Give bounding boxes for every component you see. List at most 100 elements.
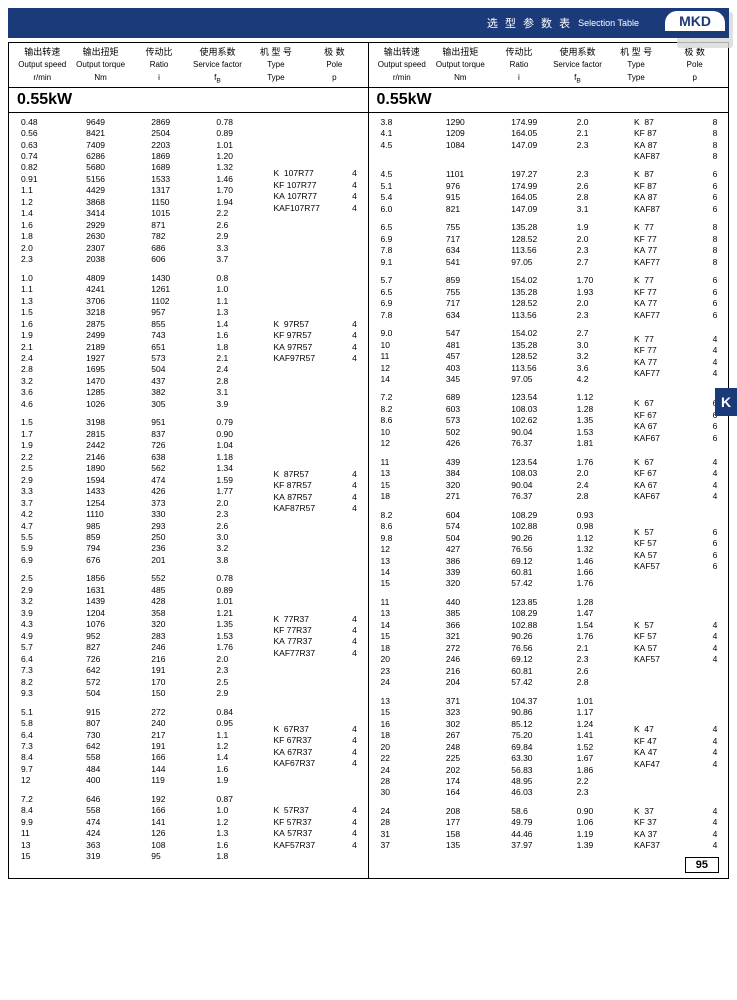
type-list: K 77KF 77KA 77KAF77: [634, 328, 706, 385]
num-col: 272240217191166144119: [143, 707, 208, 787]
num-col: 859755717634: [438, 275, 503, 321]
num-col: 547481457403345: [438, 328, 503, 385]
col-header: 输出转速输出扭矩传动比使用系数机 型 号极 数Output speedOutpu…: [9, 43, 368, 88]
num-col: 2.52.93.23.94.34.95.76.47.38.29.3: [13, 573, 78, 699]
col-header: 输出转速输出扭矩传动比使用系数机 型 号极 数Output speedOutpu…: [369, 43, 729, 88]
num-col: 9.010111214: [373, 328, 438, 385]
num-col: 9649842174096286568051564429386834142929…: [78, 117, 143, 266]
selection-table: 输出转速输出扭矩传动比使用系数机 型 号极 数Output speedOutpu…: [8, 42, 729, 879]
data-group: 5.76.56.97.8859755717634154.02135.28128.…: [373, 275, 725, 321]
type-list: K 57KF 57KA 57KAF57: [634, 597, 706, 689]
pole-list: 4444: [706, 806, 724, 852]
type-list: K 57KF 57KA 57KAF57: [634, 510, 706, 590]
num-col: 24283137: [373, 806, 438, 852]
num-col: 371323302267248225202174164: [438, 696, 503, 799]
data-group: 0.480.560.630.740.820.911.11.21.41.61.82…: [13, 117, 364, 266]
num-col: 129012091084: [438, 117, 503, 163]
num-col: 123.54108.03102.6290.0476.37: [503, 392, 568, 449]
num-col: 646558474424363319: [78, 794, 143, 863]
num-col: 208177158135: [438, 806, 503, 852]
num-col: 19216614112610895: [143, 794, 208, 863]
num-col: 197.27174.99164.05147.09: [503, 169, 568, 215]
num-col: 689603573502426: [438, 392, 503, 449]
type-list: K 67R37KF 67R37KA 67R37KAF67R37: [274, 707, 346, 787]
num-col: 552485428358320283246216191170150: [143, 573, 208, 699]
num-col: 131516182022242830: [373, 696, 438, 799]
type-list: K 87KF 87KA 87KAF87: [634, 169, 706, 215]
num-col: 123.85108.29102.8890.2676.5669.1260.8157…: [503, 597, 568, 689]
num-col: 1.01.11.31.51.61.92.12.42.83.23.64.6: [13, 273, 78, 411]
pole-list: 4444: [346, 117, 364, 266]
data-group: 2.52.93.23.94.34.95.76.47.38.29.31856163…: [13, 573, 364, 699]
type-list: K 77R37KF 77R37KA 77R37KAF77R37: [274, 573, 346, 699]
data-group: 5.15.86.47.38.49.71291580773064255848440…: [13, 707, 364, 787]
num-col: 0.901.061.191.39: [569, 806, 634, 852]
series-badge: MKD: [665, 11, 725, 31]
data-group: 7.28.28.61012689603573502426123.54108.03…: [373, 392, 725, 449]
num-col: 11131518: [373, 457, 438, 503]
num-col: 604574504427386339320: [438, 510, 503, 590]
pole-list: 4444: [346, 273, 364, 411]
num-col: 1.51.71.92.22.52.93.33.74.24.75.55.96.9: [13, 417, 78, 566]
type-list: K 77KF 77KA 77KAF77: [634, 275, 706, 321]
pole-list: 4444: [346, 417, 364, 566]
type-list: K 67KF 67KA 67KAF67: [634, 392, 706, 449]
data-group: 1113141518202324440385366321272246216204…: [373, 597, 725, 689]
pole-list: 4444: [706, 457, 724, 503]
num-col: 2.32.62.83.1: [569, 169, 634, 215]
data-group: 8.28.69.81213141560457450442738633932010…: [373, 510, 725, 590]
num-col: 1.701.932.02.3: [569, 275, 634, 321]
pole-list: 4444: [346, 573, 364, 699]
num-col: 1.762.02.42.8: [569, 457, 634, 503]
data-group: 6.56.97.89.1755717634541135.28128.52113.…: [373, 222, 725, 268]
num-col: 0.81.01.11.31.41.61.82.12.42.83.13.9: [208, 273, 273, 411]
num-col: 5.76.56.97.8: [373, 275, 438, 321]
type-list: K 87R57KF 87R57KA 87R57KAF87R57: [274, 417, 346, 566]
power-rating: 0.55kW: [9, 88, 368, 113]
type-list: K 87KF 87KA 87KAF87: [634, 117, 706, 163]
num-col: 1101976915821: [438, 169, 503, 215]
num-col: 1.011.171.241.411.521.671.862.22.3: [569, 696, 634, 799]
num-col: 8.28.69.812131415: [373, 510, 438, 590]
num-col: 154.02135.28128.52113.56: [503, 275, 568, 321]
pole-list: 4444: [706, 328, 724, 385]
pole-list: 6666: [706, 169, 724, 215]
num-col: 0.780.891.011.211.351.531.762.02.32.52.9: [208, 573, 273, 699]
num-col: 154.02135.28128.52113.5697.05: [503, 328, 568, 385]
pole-list: 4444: [346, 707, 364, 787]
num-col: 3198281524422146189015941433125411109858…: [78, 417, 143, 566]
num-col: 7.28.49.9111315: [13, 794, 78, 863]
type-list: K 67KF 67KA 67KAF67: [634, 457, 706, 503]
data-group: 1.51.71.92.22.52.93.33.74.24.75.55.96.93…: [13, 417, 364, 566]
type-list: K 57R37KF 57R37KA 57R37KAF57R37: [274, 794, 346, 863]
header-title-en: Selection Table: [578, 18, 639, 28]
right-column: 输出转速输出扭矩传动比使用系数机 型 号极 数Output speedOutpu…: [369, 43, 729, 878]
data-group: 9.010111214547481457403345154.02135.2812…: [373, 328, 725, 385]
pole-list: 4444: [346, 794, 364, 863]
num-col: 5.15.86.47.38.49.712: [13, 707, 78, 787]
data-group: 2428313720817715813558.649.7944.4637.970…: [373, 806, 725, 852]
header-bar: 选 型 参 数 表 Selection Table MKD: [8, 8, 729, 38]
num-col: 440385366321272246216204: [438, 597, 503, 689]
num-col: 2.73.03.23.64.2: [569, 328, 634, 385]
num-col: 2869250422031869168915331317115010158717…: [143, 117, 208, 266]
num-col: 1.92.02.32.7: [569, 222, 634, 268]
num-col: 0.871.01.21.31.61.8: [208, 794, 273, 863]
num-col: 58.649.7944.4637.97: [503, 806, 568, 852]
num-col: 104.3790.8685.1275.2069.8463.3056.8348.9…: [503, 696, 568, 799]
num-col: 18561631143912041076952827726642572504: [78, 573, 143, 699]
type-list: K 47KF 47KA 47KAF47: [634, 696, 706, 799]
pole-list: 8888: [706, 117, 724, 163]
num-col: 123.54108.0390.0476.37: [503, 457, 568, 503]
num-col: 1113141518202324: [373, 597, 438, 689]
num-col: 755717634541: [438, 222, 503, 268]
num-col: 4809424137063218287524992189192716951470…: [78, 273, 143, 411]
data-right: 3.84.14.5129012091084174.99164.05147.092…: [369, 113, 729, 867]
pole-list: 4444: [706, 696, 724, 799]
data-group: 1315161820222428303713233022672482252021…: [373, 696, 725, 799]
num-col: 174.99164.05147.09: [503, 117, 568, 163]
num-col: 143012611102957855743651573504437382305: [143, 273, 208, 411]
num-col: 0.930.981.121.321.461.661.76: [569, 510, 634, 590]
num-col: 3.84.14.5: [373, 117, 438, 163]
num-col: 6.56.97.89.1: [373, 222, 438, 268]
